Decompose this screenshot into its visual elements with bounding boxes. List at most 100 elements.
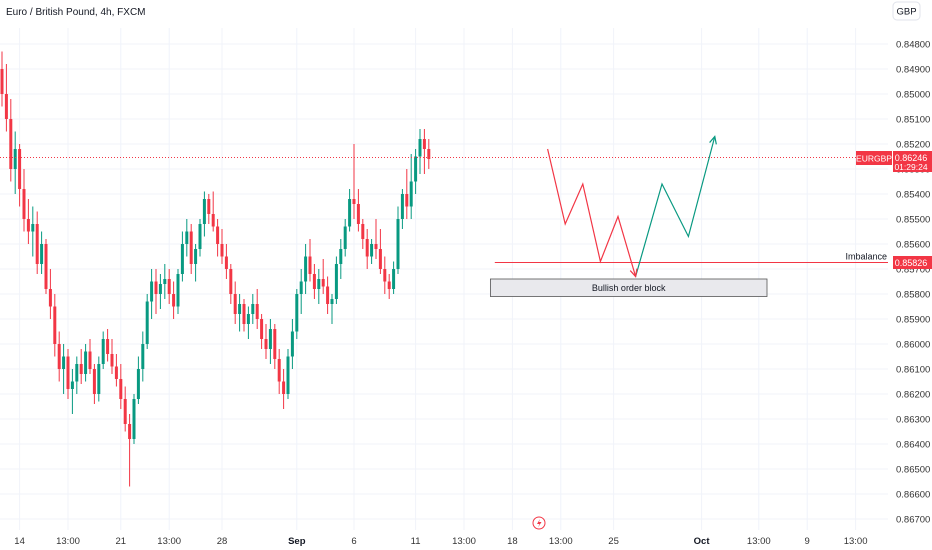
x-tick-label: 13:00 <box>747 536 771 547</box>
y-tick-label: 0.84800 <box>896 40 930 51</box>
currency-button[interactable]: GBP <box>892 1 921 21</box>
candle-body <box>70 381 74 389</box>
candle-body <box>167 279 171 294</box>
x-tick-label: Oct <box>694 536 711 547</box>
candle-body <box>84 351 88 374</box>
y-tick-label: 0.86600 <box>896 490 930 501</box>
candle-body <box>321 279 325 287</box>
candle-body <box>312 274 316 289</box>
candle-body <box>242 304 246 324</box>
candle-body <box>383 269 387 282</box>
candle-body <box>330 299 334 304</box>
candle-body <box>106 339 110 354</box>
x-tick-label: 9 <box>805 536 810 547</box>
y-tick-label: 0.86400 <box>896 440 930 451</box>
symbol-tag <box>856 151 892 165</box>
candle-body <box>207 199 211 214</box>
candle-body <box>101 339 105 364</box>
candle-body <box>356 204 360 224</box>
candle-body <box>343 226 347 249</box>
y-tick-label: 0.86200 <box>896 390 930 401</box>
candle-body <box>268 329 272 349</box>
candle-body <box>141 344 145 369</box>
candle-body <box>92 369 96 394</box>
y-tick-label: 0.85900 <box>896 315 930 326</box>
candle-body <box>40 244 44 264</box>
candle-body <box>150 281 154 302</box>
candle-body <box>163 279 167 284</box>
candle-body <box>264 339 268 349</box>
x-tick-label: 21 <box>116 536 127 547</box>
candle-body <box>158 284 162 294</box>
candle-body <box>123 399 127 424</box>
candle-body <box>180 244 184 274</box>
currency-label: GBP <box>896 7 916 18</box>
x-tick-label: 13:00 <box>157 536 181 547</box>
candle-body <box>246 314 250 324</box>
x-tick-label: 13:00 <box>452 536 476 547</box>
forecast-arrow-green <box>709 135 717 145</box>
candle-body <box>378 249 382 269</box>
candle-body <box>119 379 123 399</box>
candle-body <box>238 304 242 314</box>
annotation-layer[interactable]: Bullish order block <box>0 135 888 297</box>
price-tag-group: EURGBP 0.86246 01:29:24 <box>856 151 932 172</box>
x-tick-label: 28 <box>217 536 228 547</box>
candle-body <box>136 369 140 399</box>
y-tick-label: 0.85700 <box>896 265 930 276</box>
candle-body <box>361 224 365 239</box>
imbalance-label: Imbalance <box>845 252 887 262</box>
candle-body <box>172 294 176 307</box>
candle-body <box>176 274 180 307</box>
candle-body <box>211 214 215 227</box>
candle-body <box>220 244 224 257</box>
candle-body <box>18 149 22 189</box>
y-tick-label: 0.86500 <box>896 465 930 476</box>
candle-body <box>277 359 281 382</box>
candle-body <box>26 219 30 232</box>
candle-body <box>304 256 308 282</box>
y-tick-label: 0.85400 <box>896 190 930 201</box>
y-tick-label: 0.86700 <box>896 515 930 526</box>
countdown-text: 01:29:24 <box>894 162 927 172</box>
candle-body <box>339 249 343 264</box>
candle-body <box>31 224 35 232</box>
candle-body <box>97 364 101 394</box>
y-tick-label: 0.85100 <box>896 115 930 126</box>
candle-body <box>255 304 259 319</box>
candle-body <box>75 364 79 382</box>
candle-body <box>128 424 132 439</box>
order-block-zone <box>489 278 768 297</box>
symbol-tag-text: EURGBP <box>856 154 892 164</box>
imbalance-tag-group: Imbalance 0.85826 <box>845 252 932 269</box>
candle-body <box>79 364 83 374</box>
forecast-path-red <box>547 148 637 277</box>
candle-body <box>198 224 202 249</box>
candle-body <box>409 181 413 207</box>
imbalance-price-tag <box>893 256 932 269</box>
candle-body <box>35 224 39 264</box>
x-tick-label: 13:00 <box>549 536 573 547</box>
order-block-label: Bullish order block <box>592 283 666 293</box>
candle-body <box>13 149 17 169</box>
candle-body <box>4 94 8 119</box>
candle-body <box>0 69 4 94</box>
axis-layer: 0.848000.849000.850000.851000.852000.853… <box>14 40 930 548</box>
forecast-path-green <box>635 136 716 277</box>
x-tick-label: 18 <box>507 536 518 547</box>
y-tick-label: 0.85200 <box>896 140 930 151</box>
flash-icon[interactable] <box>532 516 546 530</box>
x-tick-label: 14 <box>14 536 25 547</box>
candle-body <box>422 139 426 149</box>
candle-body <box>392 269 396 289</box>
candle-body <box>9 119 13 169</box>
chart-title: Euro / British Pound, 4h, FXCM <box>6 7 146 18</box>
y-tick-label: 0.86100 <box>896 365 930 376</box>
candle-body <box>299 281 303 294</box>
candle-body <box>387 281 391 289</box>
x-tick-label: 13:00 <box>56 536 80 547</box>
candle-body <box>326 286 330 304</box>
candle-body <box>44 244 48 289</box>
candle-body <box>286 356 290 394</box>
